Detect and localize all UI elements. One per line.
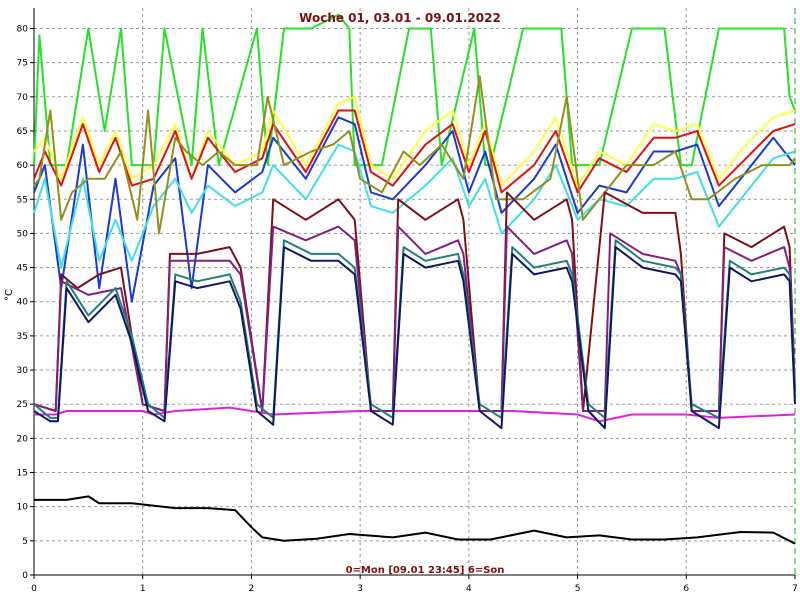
x-tick-label: 5 — [575, 584, 581, 594]
series-line-5 — [33, 109, 796, 194]
series-line-1 — [34, 495, 796, 545]
y-tick-label: 35 — [17, 332, 28, 342]
series-group — [33, 13, 796, 545]
y-tick-label: 30 — [17, 366, 29, 376]
y-tick-label: 5 — [22, 537, 28, 547]
y-tick-label: 15 — [17, 469, 28, 479]
y-tick-label: 25 — [17, 400, 28, 410]
y-tick-label: 80 — [17, 24, 29, 34]
x-tick-label: 6 — [683, 584, 689, 594]
x-tick-label: 4 — [466, 584, 472, 594]
x-tick-label: 2 — [249, 584, 255, 594]
y-tick-label: 20 — [17, 434, 29, 444]
x-tick-label: 7 — [792, 584, 798, 594]
series-line-11 — [33, 239, 796, 419]
series-line-8 — [33, 75, 796, 235]
y-tick-label: 75 — [17, 59, 28, 69]
y-tick-label: 60 — [17, 161, 29, 171]
y-axis-label: °C — [4, 289, 15, 301]
y-tick-label: 40 — [17, 298, 29, 308]
y-tick-label: 45 — [17, 264, 28, 274]
chart-footer: 0=Mon [09.01 23:45] 6=Son — [346, 565, 505, 576]
y-tick-label: 70 — [17, 93, 29, 103]
series-line-12 — [33, 246, 796, 430]
series-line-3 — [33, 13, 796, 167]
series-line-6 — [33, 116, 796, 303]
x-tick-label: 1 — [140, 584, 146, 594]
series-line-7 — [33, 143, 796, 269]
y-tick-label: 65 — [17, 127, 28, 137]
y-tick-label: 10 — [17, 503, 29, 513]
chart-title: Woche 01, 03.01 - 09.01.2022 — [299, 11, 501, 25]
x-tick-label: 3 — [357, 584, 363, 594]
y-tick-label: 55 — [17, 195, 28, 205]
y-tick-label: 50 — [17, 229, 29, 239]
series-line-4 — [33, 95, 796, 187]
series-line-2 — [34, 406, 796, 423]
x-tick-label: 0 — [31, 584, 37, 594]
y-tick-label: 0 — [22, 571, 28, 581]
